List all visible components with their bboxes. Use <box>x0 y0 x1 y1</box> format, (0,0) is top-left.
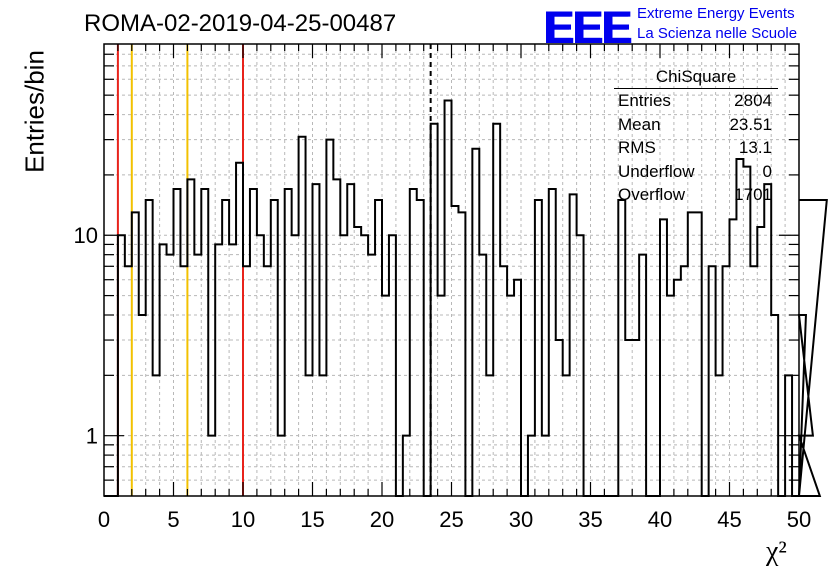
stats-value: 1701 <box>734 185 772 204</box>
chart-title: ROMA-02-2019-04-25-00487 <box>84 10 397 37</box>
axes <box>103 43 800 497</box>
stats-row-underflow: Underflow 0 <box>612 160 780 184</box>
x-tick-label: 40 <box>648 507 672 532</box>
tick-labels: 0 5 10 15 20 25 30 35 40 45 50 1 10 <box>74 223 812 532</box>
stats-value: 13.1 <box>738 138 772 157</box>
y-tick-label: 1 <box>86 424 98 449</box>
eee-logo: EEE <box>543 2 631 53</box>
x-tick-label: 20 <box>370 507 394 532</box>
x-tick-label: 50 <box>787 507 811 532</box>
stats-label: Mean <box>618 114 661 134</box>
stats-row-mean: Mean 23.51 <box>612 113 780 137</box>
y-tick-label: 10 <box>74 223 98 248</box>
reference-lines <box>116 44 432 496</box>
stats-label: Entries <box>618 91 671 110</box>
x-tick-label: 35 <box>578 507 602 532</box>
histogram-outline <box>104 99 828 497</box>
x-tick-label: 25 <box>439 507 463 532</box>
logo-caption: Extreme Energy Events La Scienza nelle S… <box>637 4 797 44</box>
stats-value: 0 <box>762 161 772 181</box>
stats-row-overflow: Overflow 1701 <box>612 183 780 207</box>
x-tick-label: 30 <box>509 507 533 532</box>
stats-row-entries: Entries 2804 <box>612 89 780 113</box>
x-tick-label: 0 <box>98 507 110 532</box>
x-tick-label: 10 <box>231 507 255 532</box>
y-axis-label: Entries/bin <box>19 50 50 173</box>
x-tick-label: 45 <box>717 507 741 532</box>
x-tick-label: 5 <box>167 507 179 532</box>
stats-title: ChiSquare <box>614 66 778 89</box>
x-tick-label: 15 <box>300 507 324 532</box>
logo-line-1: Extreme Energy Events <box>637 5 795 22</box>
stats-label: Overflow <box>618 185 686 204</box>
logo-line-2: La Scienza nelle Scuole <box>637 25 798 42</box>
x-axis-label: χ² <box>766 536 787 567</box>
stats-row-rms: RMS 13.1 <box>612 136 780 160</box>
stats-label: Underflow <box>618 161 695 181</box>
stats-label: RMS <box>618 138 656 157</box>
stats-value: 23.51 <box>729 114 772 134</box>
stats-box: ChiSquare Entries 2804 Mean 23.51 RMS 13.1 … <box>612 66 780 207</box>
stats-value: 2804 <box>734 91 772 110</box>
